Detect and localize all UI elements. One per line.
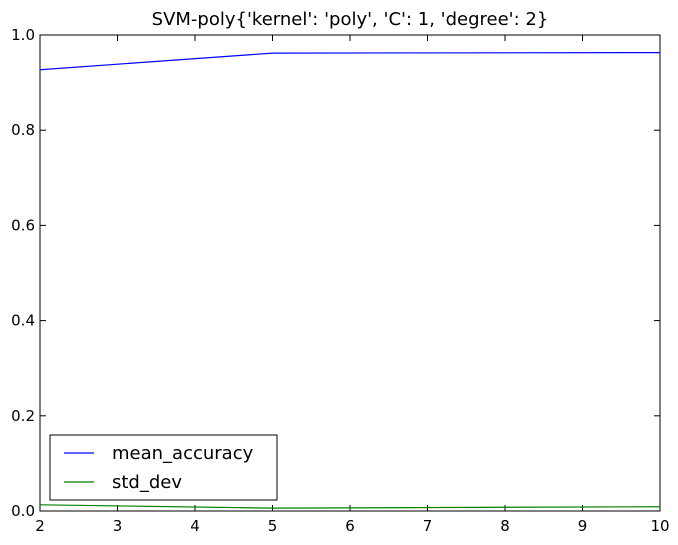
x-tick-label: 9 <box>578 517 588 535</box>
legend: mean_accuracy std_dev <box>49 434 278 501</box>
y-tick-label: 1.0 <box>11 26 35 44</box>
legend-frame <box>49 434 278 501</box>
y-tick-label: 0.6 <box>11 216 35 234</box>
x-tick-label: 2 <box>35 517 45 535</box>
x-tick-label: 3 <box>113 517 123 535</box>
y-tick-label: 0.4 <box>11 312 35 330</box>
legend-label-std-dev: std_dev <box>112 472 182 493</box>
x-tick-label: 5 <box>268 517 278 535</box>
y-tick-label: 0.0 <box>11 502 35 520</box>
x-tick-label: 7 <box>423 517 433 535</box>
chart-title: SVM-poly{'kernel': 'poly', 'C': 1, 'degr… <box>152 9 549 30</box>
series-line-std-dev <box>39 504 661 509</box>
legend-label-mean-accuracy: mean_accuracy <box>112 443 254 464</box>
y-tick-label: 0.2 <box>11 407 35 425</box>
series-layer <box>39 52 661 509</box>
x-tick-label: 4 <box>190 517 200 535</box>
y-tick-label: 0.8 <box>11 121 35 139</box>
series-line-mean-accuracy <box>39 52 661 71</box>
x-tick-label: 10 <box>650 517 669 535</box>
x-tick-label: 8 <box>500 517 510 535</box>
x-tick-label: 6 <box>345 517 355 535</box>
axis-ticks: 2 3 4 5 6 7 8 9 10 0.0 0.2 0.4 0.6 0.8 1.0 <box>11 26 669 535</box>
